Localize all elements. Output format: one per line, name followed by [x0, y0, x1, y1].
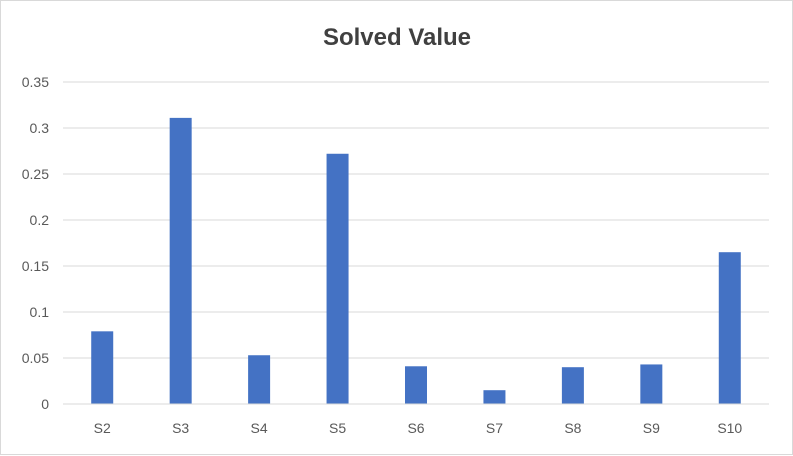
bar-s8 [561, 367, 584, 404]
x-tick-label: S9 [643, 420, 660, 436]
y-tick-label: 0.35 [22, 74, 49, 90]
y-tick-label: 0.2 [30, 212, 50, 228]
x-tick-label: S8 [564, 420, 581, 436]
x-tick-label: S5 [329, 420, 346, 436]
y-tick-label: 0.25 [22, 166, 49, 182]
bar-s5 [326, 153, 349, 404]
x-tick-label: S7 [486, 420, 503, 436]
bar-s4 [248, 355, 271, 404]
bar-s10 [718, 252, 741, 404]
x-tick-labels: S2 S3 S4 S5 S6 S7 S8 S9 S10 [94, 420, 743, 436]
bar-s7 [483, 390, 506, 404]
bars [91, 117, 741, 404]
chart-title: Solved Value [323, 24, 471, 51]
y-tick-label: 0.05 [22, 350, 49, 366]
y-tick-label: 0 [41, 396, 49, 412]
bar-s9 [640, 364, 663, 404]
y-tick-label: 0.3 [30, 120, 50, 136]
x-tick-label: S3 [172, 420, 189, 436]
y-tick-label: 0.1 [30, 304, 50, 320]
y-tick-labels: 0 0.05 0.1 0.15 0.2 0.25 0.3 0.35 [22, 74, 49, 412]
x-tick-label: S2 [94, 420, 111, 436]
bar-s3 [169, 117, 192, 404]
y-tick-label: 0.15 [22, 258, 49, 274]
grid-lines [63, 81, 769, 359]
bar-s6 [405, 366, 427, 404]
x-tick-label: S6 [407, 420, 424, 436]
x-tick-label: S10 [717, 420, 742, 436]
x-tick-label: S4 [251, 420, 268, 436]
bar-s2 [91, 331, 114, 404]
